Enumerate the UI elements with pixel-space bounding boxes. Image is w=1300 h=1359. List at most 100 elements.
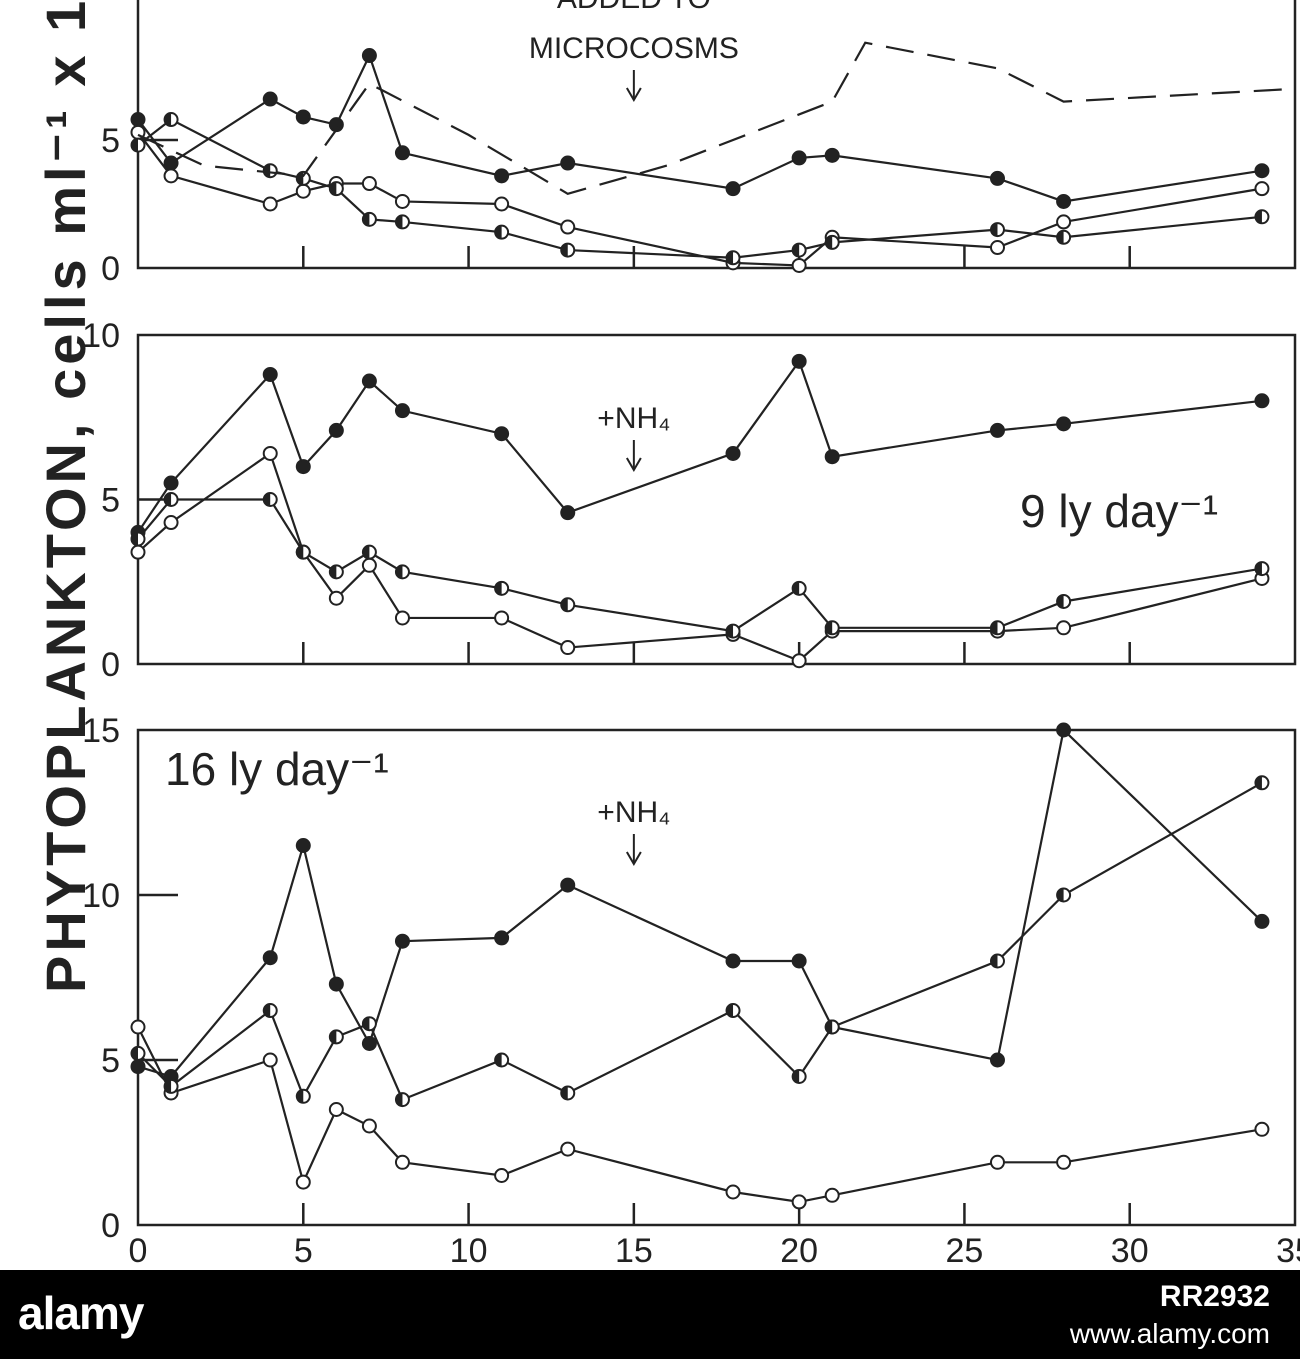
panel-2-series-1-point [494,426,510,442]
panel-3-series-3-point-half [990,954,998,968]
panel-1-series-2-point [1254,181,1270,197]
panel-3-series-2-point [295,1174,311,1190]
panel-1-series-2-point [163,168,179,184]
panel-3-series-3-point-half [263,1004,271,1017]
x-tick-label: 30 [1111,1232,1149,1270]
panel-1-series-3-point-half [495,225,502,239]
panel-1-series-3-point-half [263,164,271,178]
panel-1-series-3-point-half [1255,210,1262,224]
panel-2-annotation-text: +NH₄ [597,402,670,435]
panel-1-series-3-point-half [825,235,833,249]
panel-1-series-3-point-half [395,215,403,229]
panel-2-annotation-arrowhead [625,457,642,472]
panel-3-series-3-point-half [131,1046,138,1060]
panel-2-series-2-point [494,610,510,626]
panel-3-series-3-point-half [296,1089,304,1103]
panel-1-series-3-point-half [990,223,998,237]
panel-2-series-1-point [791,353,807,369]
x-tick-label: 20 [780,1232,818,1270]
panel-3-series-1-point [328,976,344,992]
panel-1-series-1-point [1254,163,1270,179]
panel-2-series-3-point-half [329,565,337,579]
panel-3-series-3-point-half [495,1053,502,1067]
panel-3-series-1-point [1254,913,1270,929]
panel-2-series-2-point [328,590,344,606]
panel-1-series-2-point [1056,214,1072,230]
panel-2-series-1-point [560,505,576,521]
x-tick-label: 0 [129,1232,148,1270]
panel-1-y-tick-label: 5 [101,122,120,160]
panel-3-series-2-point [989,1154,1005,1170]
panel-3-series-3-point-half [329,1030,337,1044]
panel-3-series-3-point-half [726,1004,734,1017]
panel-1-series-3-point-half [329,182,337,196]
panel-1-series-1-point [394,145,410,161]
panel-2-series-2-point [361,557,377,573]
panel-2-y-tick-label: 5 [101,482,120,520]
panel-3-series-1-point [1056,722,1072,738]
panel-1-series-1-point [824,147,840,163]
panel-2-series-3-point-half [164,493,172,506]
footer-url[interactable]: www.alamy.com [1069,1318,1270,1349]
panel-1-series-1-point [130,112,146,128]
panel-3-series-1-point [262,950,278,966]
panel-3-series-2-point [494,1168,510,1183]
panel-3-series-1-point [791,953,807,969]
panel-2-series-1-point [824,449,840,465]
panel-2-series-3-point-half [1255,562,1262,576]
panel-2-series-2-point [163,515,179,531]
panel-2-series-2-point [1056,620,1072,636]
panel-3-series-1-point [725,953,741,969]
panel-3-series-2-point [824,1187,840,1203]
panel-1-series-2-point [494,196,510,212]
panel-3-y-tick-label: 0 [101,1207,120,1245]
panel-3-series-3-line [137,781,1263,1102]
panel-2-series-1-point [725,445,741,461]
panel-1-series-1-point [791,150,807,166]
panel-2-series-1-point [328,422,344,438]
panel-3-series-2-point [361,1118,377,1134]
panel-2-label: 9 ly day⁻¹ [1020,485,1218,537]
panel-3-series-3-point-half [395,1093,403,1107]
panel-3-annotation-arrowhead [625,851,642,866]
panel-1-series-2-point [560,219,576,235]
panel-1-series-1-point [494,168,510,184]
panel-2-series-1-point [394,403,410,419]
panel-1-series-4-line [137,41,1296,195]
panel-1-annotation-text: MICROCOSMS [529,32,739,65]
panel-2-series-2-point [791,653,807,669]
panel-3-y-tick-label: 5 [101,1042,120,1080]
panel-3-series-2-point [560,1141,576,1157]
panel-1-annotation-arrowhead [625,87,642,102]
panel-3-series-1-point [130,1059,146,1075]
panel-3-series-2-point [328,1102,344,1117]
panel-2-series-3-point-half [1057,594,1064,608]
panel-3-series-3-point-half [362,1017,370,1031]
panel-3-series-3-point-half [561,1086,568,1100]
panel-3-series-2-point [394,1154,410,1170]
panel-1-annotation-text: ADDED TO [557,0,711,15]
panel-3-label: 16 ly day⁻¹ [165,743,389,795]
panel-2-series-3-point-half [395,565,403,579]
panel-1-series-1-point [1056,193,1072,209]
panel-3-series-1-point [560,877,576,893]
panel-2-series-3-point-half [561,598,568,612]
panel-1-series-2-point [262,196,278,212]
footer-bar: alamy RR2932 www.alamy.com [0,1270,1300,1359]
panel-3-series-3-point-half [792,1070,800,1083]
panel-2-series-1-point [989,422,1005,438]
panel-1-series-2-point [791,257,807,273]
panel-2-series-3-point-half [792,581,800,595]
x-tick-label: 5 [294,1232,313,1270]
x-tick-label: 35 [1276,1232,1300,1270]
panel-1-series-2-point [989,240,1005,256]
panel-2-series-1-point [295,459,311,475]
panel-2-series-3-point-half [362,545,370,559]
panel-3-series-1-point [361,1036,377,1051]
x-tick-label: 10 [450,1232,488,1270]
panel-1-series-2-point [361,176,377,192]
panel-1-series-3-point-half [131,138,138,152]
image-id: RR2932 [1159,1280,1270,1313]
brand-logo: alamy [18,1287,144,1339]
panel-2-series-1-point [1254,393,1270,409]
